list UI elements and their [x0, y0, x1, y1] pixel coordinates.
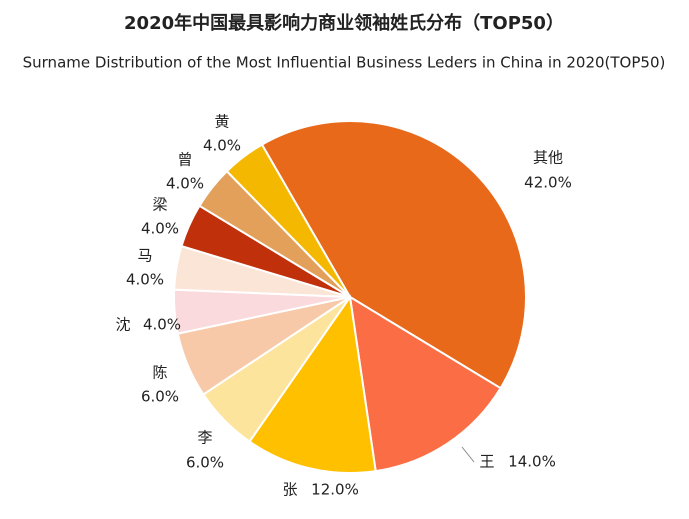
pie-slice [248, 294, 377, 474]
slice-label: 梁 [152, 196, 167, 214]
slice-label: 曾 [177, 151, 192, 169]
slice-label: 李 [197, 429, 212, 447]
value-label: 6.0% [186, 454, 224, 472]
value-label: 12.0% [311, 481, 359, 499]
value-label: 6.0% [141, 388, 179, 406]
chart-subtitle: Surname Distribution of the Most Influen… [23, 54, 666, 72]
slice-label: 张 [282, 481, 297, 499]
chart-title: 2020年中国最具影响力商业领袖姓氏分布（TOP50） [124, 12, 564, 34]
pie-slice [260, 120, 527, 390]
slice-label: 其他 [533, 149, 563, 167]
value-label: 4.0% [126, 271, 164, 289]
slice-label: 沈 [115, 316, 130, 334]
value-label: 4.0% [141, 220, 179, 238]
leader-line [461, 446, 475, 463]
value-label: 4.0% [203, 137, 241, 155]
pie-slice [348, 295, 502, 473]
slice-label: 王 [479, 453, 494, 471]
slice-label: 马 [137, 247, 152, 265]
slice-label: 陈 [152, 364, 167, 382]
value-label: 14.0% [508, 453, 556, 471]
pie-slice [225, 143, 351, 298]
slice-label: 黄 [214, 113, 229, 131]
value-label: 42.0% [524, 174, 572, 192]
value-label: 4.0% [143, 316, 181, 334]
value-label: 4.0% [166, 175, 204, 193]
